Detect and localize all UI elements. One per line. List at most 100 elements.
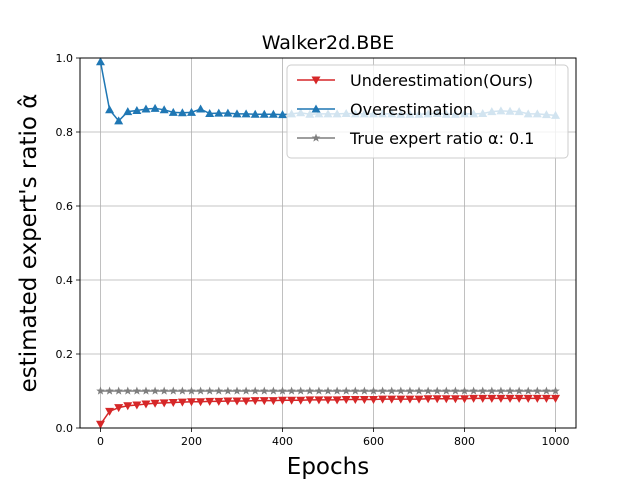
true-ratio-marker <box>533 386 542 395</box>
true-ratio-marker <box>369 386 378 395</box>
under-marker <box>323 396 333 405</box>
under-marker <box>414 395 424 404</box>
true-ratio-marker <box>360 386 369 395</box>
over-marker <box>132 106 142 115</box>
true-ratio-marker <box>278 386 287 395</box>
under-marker <box>551 394 561 403</box>
true-ratio-marker <box>250 386 260 395</box>
legend-marker <box>311 133 321 142</box>
true-ratio-marker <box>487 386 497 395</box>
y-tick-label: 0.6 <box>56 200 74 213</box>
true-ratio-marker <box>132 386 142 395</box>
over-marker <box>168 107 178 116</box>
under-marker <box>159 399 169 408</box>
true-ratio-marker <box>205 386 214 395</box>
y-tick-label: 1.0 <box>56 52 74 65</box>
under-marker <box>460 395 470 404</box>
plot-frame <box>79 57 577 429</box>
true-ratio-marker <box>178 386 187 395</box>
under-marker <box>259 397 269 406</box>
over-marker <box>186 107 196 116</box>
y-tick-label: 0.0 <box>56 422 74 435</box>
under-marker <box>250 397 260 406</box>
legend-marker <box>311 76 321 85</box>
legend-marker <box>311 104 321 113</box>
under-marker <box>95 420 105 429</box>
under-marker <box>478 394 488 403</box>
under-marker <box>186 398 196 407</box>
under-marker <box>168 398 178 407</box>
true-ratio-marker <box>114 386 123 395</box>
y-tick-label: 0.4 <box>56 274 74 287</box>
over-marker <box>177 108 187 117</box>
x-tick-label: 0 <box>97 435 104 448</box>
x-tick-label: 800 <box>454 435 475 448</box>
under-marker <box>214 397 224 406</box>
under-marker <box>105 407 115 416</box>
true-ratio-marker <box>159 386 169 395</box>
under-marker <box>150 399 160 408</box>
under-marker <box>223 397 233 406</box>
true-ratio-marker <box>469 386 478 395</box>
true-ratio-marker <box>478 386 487 395</box>
true-ratio-marker <box>387 386 396 395</box>
over-marker <box>95 57 105 66</box>
true-ratio-marker <box>523 386 533 395</box>
true-ratio-marker <box>241 386 251 395</box>
true-ratio-marker <box>396 386 406 395</box>
under-marker <box>514 394 524 403</box>
true-ratio-marker <box>269 386 278 395</box>
true-ratio-marker <box>187 386 196 395</box>
true-ratio-marker <box>341 386 351 395</box>
y-axis-label: estimated expert's ratio α̂ <box>16 94 42 393</box>
under-marker <box>387 395 397 404</box>
true-ratio-marker <box>323 386 333 395</box>
true-ratio-marker <box>287 386 296 395</box>
true-ratio-marker <box>514 386 524 395</box>
y-tick-label: 0.2 <box>56 348 74 361</box>
true-ratio-marker <box>196 386 205 395</box>
under-marker <box>314 396 324 405</box>
under-marker <box>469 394 479 403</box>
over-marker <box>123 107 133 116</box>
true-ratio-marker <box>214 386 224 395</box>
true-ratio-marker <box>223 386 233 395</box>
under-marker <box>450 395 460 404</box>
true-ratio-marker <box>169 386 178 395</box>
over-marker <box>214 108 224 117</box>
under-marker <box>123 402 133 411</box>
chart-title: Walker2d.BBE <box>262 32 395 54</box>
under-marker <box>177 398 187 407</box>
true-ratio-marker <box>496 386 506 395</box>
under-marker <box>141 400 151 409</box>
over-marker <box>159 105 169 114</box>
true-ratio-marker <box>332 386 342 395</box>
under-marker <box>378 395 388 404</box>
over-marker <box>196 104 206 113</box>
legend-entry-true-ratio: True expert ratio α: 0.1 <box>349 129 534 148</box>
legend-entry-overestimation: Overestimation <box>350 100 473 119</box>
under-marker <box>305 396 315 405</box>
true-ratio-marker <box>414 386 424 395</box>
under-marker <box>405 395 415 404</box>
true-ratio-marker <box>551 386 560 395</box>
legend-box <box>286 64 569 159</box>
under-marker <box>505 394 515 403</box>
under-marker <box>332 396 342 405</box>
true-ratio-marker <box>351 386 360 395</box>
true-ratio-marker <box>123 386 133 395</box>
legend-entry-underestimation: Underestimation(Ours) <box>350 71 533 90</box>
true-ratio-marker <box>150 386 160 395</box>
x-tick-label: 1000 <box>542 435 570 448</box>
true-ratio-marker <box>542 386 551 395</box>
under-marker <box>268 397 278 406</box>
under-marker <box>369 396 379 405</box>
under-marker <box>359 396 369 405</box>
under-marker <box>132 401 142 410</box>
under-marker <box>350 396 360 405</box>
true-ratio-marker <box>314 386 324 395</box>
true-ratio-marker <box>432 386 442 395</box>
over-marker <box>105 105 115 114</box>
true-ratio-marker <box>96 386 105 395</box>
